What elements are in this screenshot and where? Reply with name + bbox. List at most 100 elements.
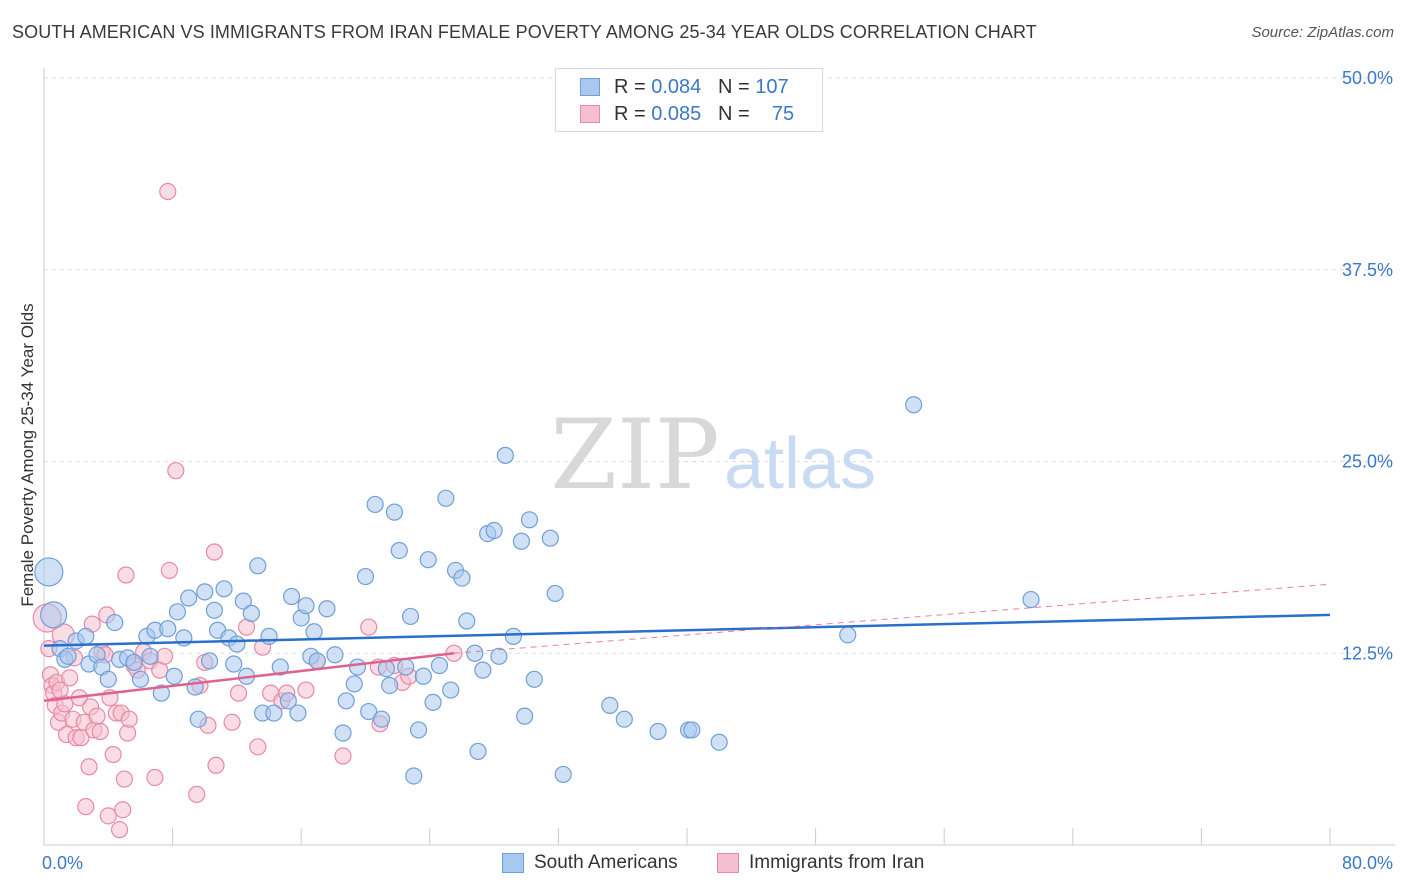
iran-point (223, 713, 241, 731)
south-american-point (348, 658, 367, 676)
iran-point (146, 768, 164, 787)
south-american-point (77, 627, 95, 645)
r-label: R = (614, 75, 646, 98)
south-american-point (152, 684, 170, 702)
n-label: N = (717, 102, 750, 125)
south-american-point (437, 489, 455, 507)
iran-point (114, 801, 132, 819)
watermark-atlas: atlas (724, 424, 876, 504)
south-american-point (554, 765, 572, 784)
south-american-point (282, 587, 301, 606)
south-american-point (512, 532, 531, 550)
south-american-points (34, 396, 1040, 785)
iran-point (91, 722, 109, 741)
watermark-zip: ZIP (550, 399, 719, 511)
south-american-point (356, 567, 375, 586)
south-american-point (308, 652, 326, 670)
legend-label: South Americans (534, 852, 678, 873)
iran-point (167, 462, 185, 480)
south-american-point (430, 656, 449, 675)
south-american-point (683, 721, 701, 739)
series-legend: South Americans Immigrants from Iran (0, 852, 1406, 876)
south-american-point (196, 583, 214, 601)
legend-item-iran: Immigrants from Iran (717, 852, 924, 874)
south-american-point (271, 658, 289, 676)
iran-point (77, 798, 95, 816)
south-american-point (414, 667, 432, 685)
south-american-point (649, 722, 667, 741)
chart-title: SOUTH AMERICAN VS IMMIGRANTS FROM IRAN F… (12, 22, 1037, 42)
south-american-point (453, 569, 471, 587)
y-tick-label: 25.0% (1342, 452, 1393, 472)
south-american-point (372, 710, 391, 728)
south-american-point (34, 557, 64, 587)
legend-label: Immigrants from Iran (749, 852, 925, 873)
iran-point (61, 669, 79, 687)
south-american-point (366, 495, 384, 514)
south-american-point (541, 529, 559, 547)
iran-point (188, 785, 206, 803)
trend-lines (43, 583, 1331, 703)
iran-point (117, 566, 135, 584)
south-american-point (106, 613, 124, 632)
iran-point (205, 543, 223, 561)
x-tick-label: 0.0% (42, 853, 83, 873)
south-american-point (345, 675, 363, 693)
south-american-point (520, 511, 539, 529)
south-american-point (385, 503, 404, 521)
y-tick-label: 37.5% (1342, 260, 1393, 280)
south-american-point (131, 670, 150, 688)
iran-point (160, 561, 178, 580)
south-american-point (409, 721, 428, 739)
r-value: 0.084 (651, 75, 702, 98)
r-label: R = (614, 102, 646, 125)
south-american-point (390, 541, 408, 560)
south-american-point (168, 603, 187, 621)
iran-point (88, 707, 106, 725)
iran-point (334, 747, 352, 765)
y-tick-label: 50.0% (1342, 68, 1393, 88)
blue-swatch-icon (580, 78, 600, 96)
x-tick-label: 80.0% (1342, 853, 1393, 873)
iran-point (159, 182, 177, 201)
south-american-point (442, 681, 460, 699)
south-american-point (215, 580, 233, 598)
grid (44, 77, 1395, 654)
south-american-trend-line (43, 613, 1331, 647)
south-american-point (401, 607, 420, 626)
south-american-point (249, 557, 267, 575)
blue-swatch-icon (502, 853, 524, 873)
iran-point (104, 745, 122, 764)
south-american-point (228, 635, 246, 653)
south-american-point (279, 692, 297, 710)
south-american-point (125, 653, 143, 672)
iran-trend-line (43, 652, 455, 703)
south-american-point (490, 647, 508, 665)
axes (43, 68, 1395, 846)
watermark: ZIP atlas (550, 399, 876, 511)
south-american-point (59, 647, 77, 665)
iran-point (155, 647, 174, 665)
south-american-point (601, 696, 619, 715)
south-american-point (205, 601, 223, 619)
south-american-point (615, 710, 633, 728)
south-american-point (504, 627, 522, 645)
south-american-point (546, 584, 564, 603)
iran-point (99, 807, 117, 825)
y-tick-label: 12.5% (1342, 643, 1393, 663)
south-american-point (710, 733, 728, 751)
south-american-point (141, 647, 159, 665)
pink-swatch-icon (717, 853, 739, 873)
south-american-point (297, 597, 315, 615)
south-american-point (469, 742, 487, 761)
iran-point (249, 738, 267, 756)
iran-point (229, 684, 248, 702)
n-value: 107 (755, 75, 789, 98)
south-american-point (225, 655, 243, 673)
south-american-point (265, 704, 283, 722)
south-american-point (200, 652, 219, 670)
source-label: Source: ZipAtlas.com (1251, 24, 1394, 41)
iran-points (32, 182, 463, 839)
south-american-point (289, 704, 307, 722)
